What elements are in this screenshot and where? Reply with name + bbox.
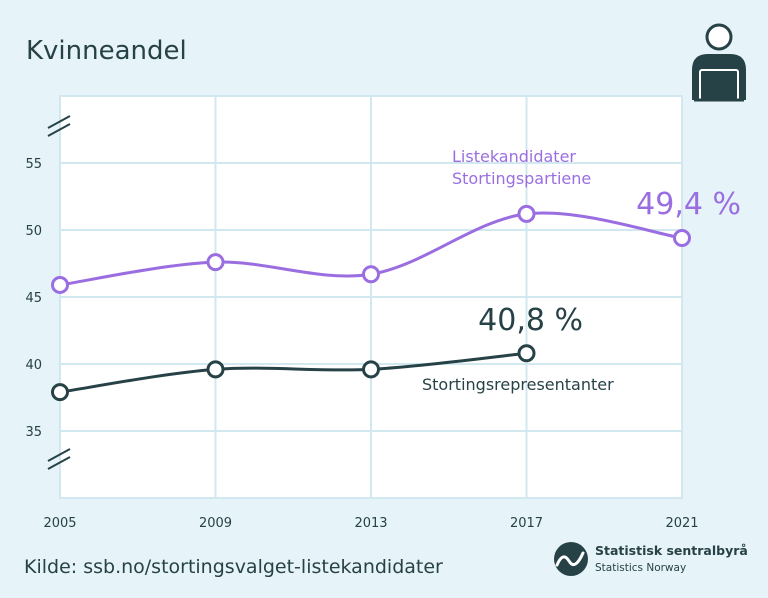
end-value-label-listekandidater: 49,4 % [636, 187, 741, 222]
series-label-stortingspartiene: Stortingspartiene [452, 169, 591, 188]
y-tick-label: 55 [25, 157, 42, 172]
data-point-listekandidater [517, 204, 536, 223]
axis-break-mark [47, 448, 71, 470]
y-tick-label: 40 [25, 358, 42, 373]
y-tick-label: 50 [25, 224, 42, 239]
x-tick-label: 2017 [510, 516, 543, 531]
line-chart: 2005 2009 2013 2017 2021 35 40 45 50 55 Listekandi… [25, 95, 741, 531]
series-label-stortingsrepresentanter: Stortingsrepresentanter [422, 375, 614, 394]
logo-name: Statistisk sentralbyrå [595, 543, 748, 558]
logo-subtitle: Statistics Norway [595, 562, 687, 574]
source-text: Kilde: ssb.no/stortingsvalget-listekandi… [24, 556, 443, 578]
axis-break-mark [47, 115, 71, 137]
data-point-listekandidater [206, 253, 225, 272]
series-label-listekandidater: Listekandidater [452, 147, 576, 166]
data-point-stortingsrepresentanter [517, 344, 536, 363]
series-line-stortingsrepresentanter [59, 351, 527, 394]
ssb-wave-logo-icon [554, 542, 588, 576]
chart-title: Kvinneandel [26, 36, 187, 66]
y-tick-label: 45 [25, 291, 42, 306]
data-point-listekandidater [362, 265, 380, 284]
person-at-laptop-icon [692, 23, 746, 102]
data-point-stortingsrepresentanter [206, 360, 225, 379]
data-point-listekandidater [673, 229, 691, 248]
end-value-label-stortingsrepresentanter: 40,8 % [478, 303, 583, 338]
data-point-stortingsrepresentanter [362, 360, 380, 379]
data-point-stortingsrepresentanter [51, 383, 69, 402]
ssb-logo: Statistisk sentralbyrå Statistics Norway [553, 541, 753, 577]
x-tick-label: 2013 [354, 516, 387, 531]
x-tick-label: 2005 [43, 516, 76, 531]
x-tick-label: 2021 [665, 516, 698, 531]
data-point-listekandidater [51, 275, 69, 294]
x-tick-label: 2009 [199, 516, 232, 531]
y-tick-label: 35 [25, 425, 42, 440]
